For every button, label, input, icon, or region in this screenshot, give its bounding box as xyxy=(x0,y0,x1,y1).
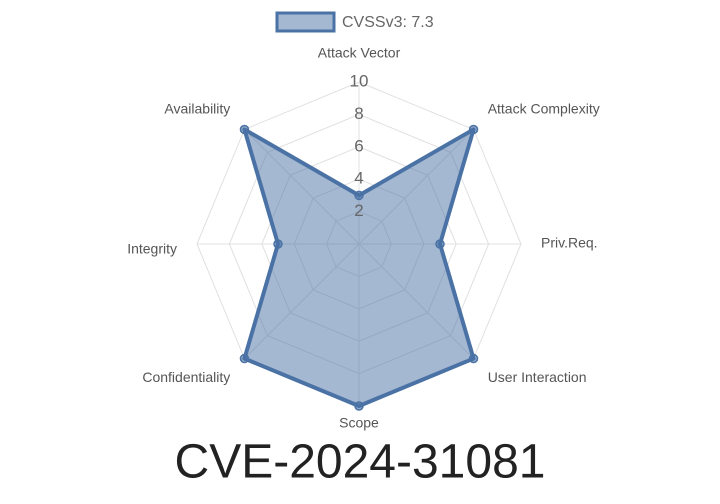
axis-label: Integrity xyxy=(127,240,177,256)
axis-label: Scope xyxy=(339,415,379,431)
legend-label: CVSSv3: 7.3 xyxy=(342,14,434,31)
axis-label: Attack Vector xyxy=(318,45,401,61)
axis-label: Availability xyxy=(164,100,230,116)
tick-label: 2 xyxy=(354,201,363,220)
axis-label: User Interaction xyxy=(488,369,587,385)
data-point xyxy=(468,124,479,135)
legend-swatch xyxy=(275,11,336,33)
data-point xyxy=(239,353,250,364)
data-point xyxy=(354,401,364,411)
axis-label: Priv.Req. xyxy=(541,235,598,251)
data-point xyxy=(273,239,283,249)
data-point xyxy=(354,190,364,201)
data-point xyxy=(435,239,445,249)
tick-label: 4 xyxy=(354,169,363,188)
tick-label: 8 xyxy=(354,104,363,123)
data-point xyxy=(239,124,250,135)
tick-label: 10 xyxy=(350,71,369,90)
axis-label: Attack Complexity xyxy=(488,100,600,116)
chart-title: CVE-2024-31081 xyxy=(175,436,546,489)
tick-label: 6 xyxy=(354,136,363,155)
axis-label: Confidentiality xyxy=(142,369,230,385)
data-point xyxy=(468,353,479,364)
